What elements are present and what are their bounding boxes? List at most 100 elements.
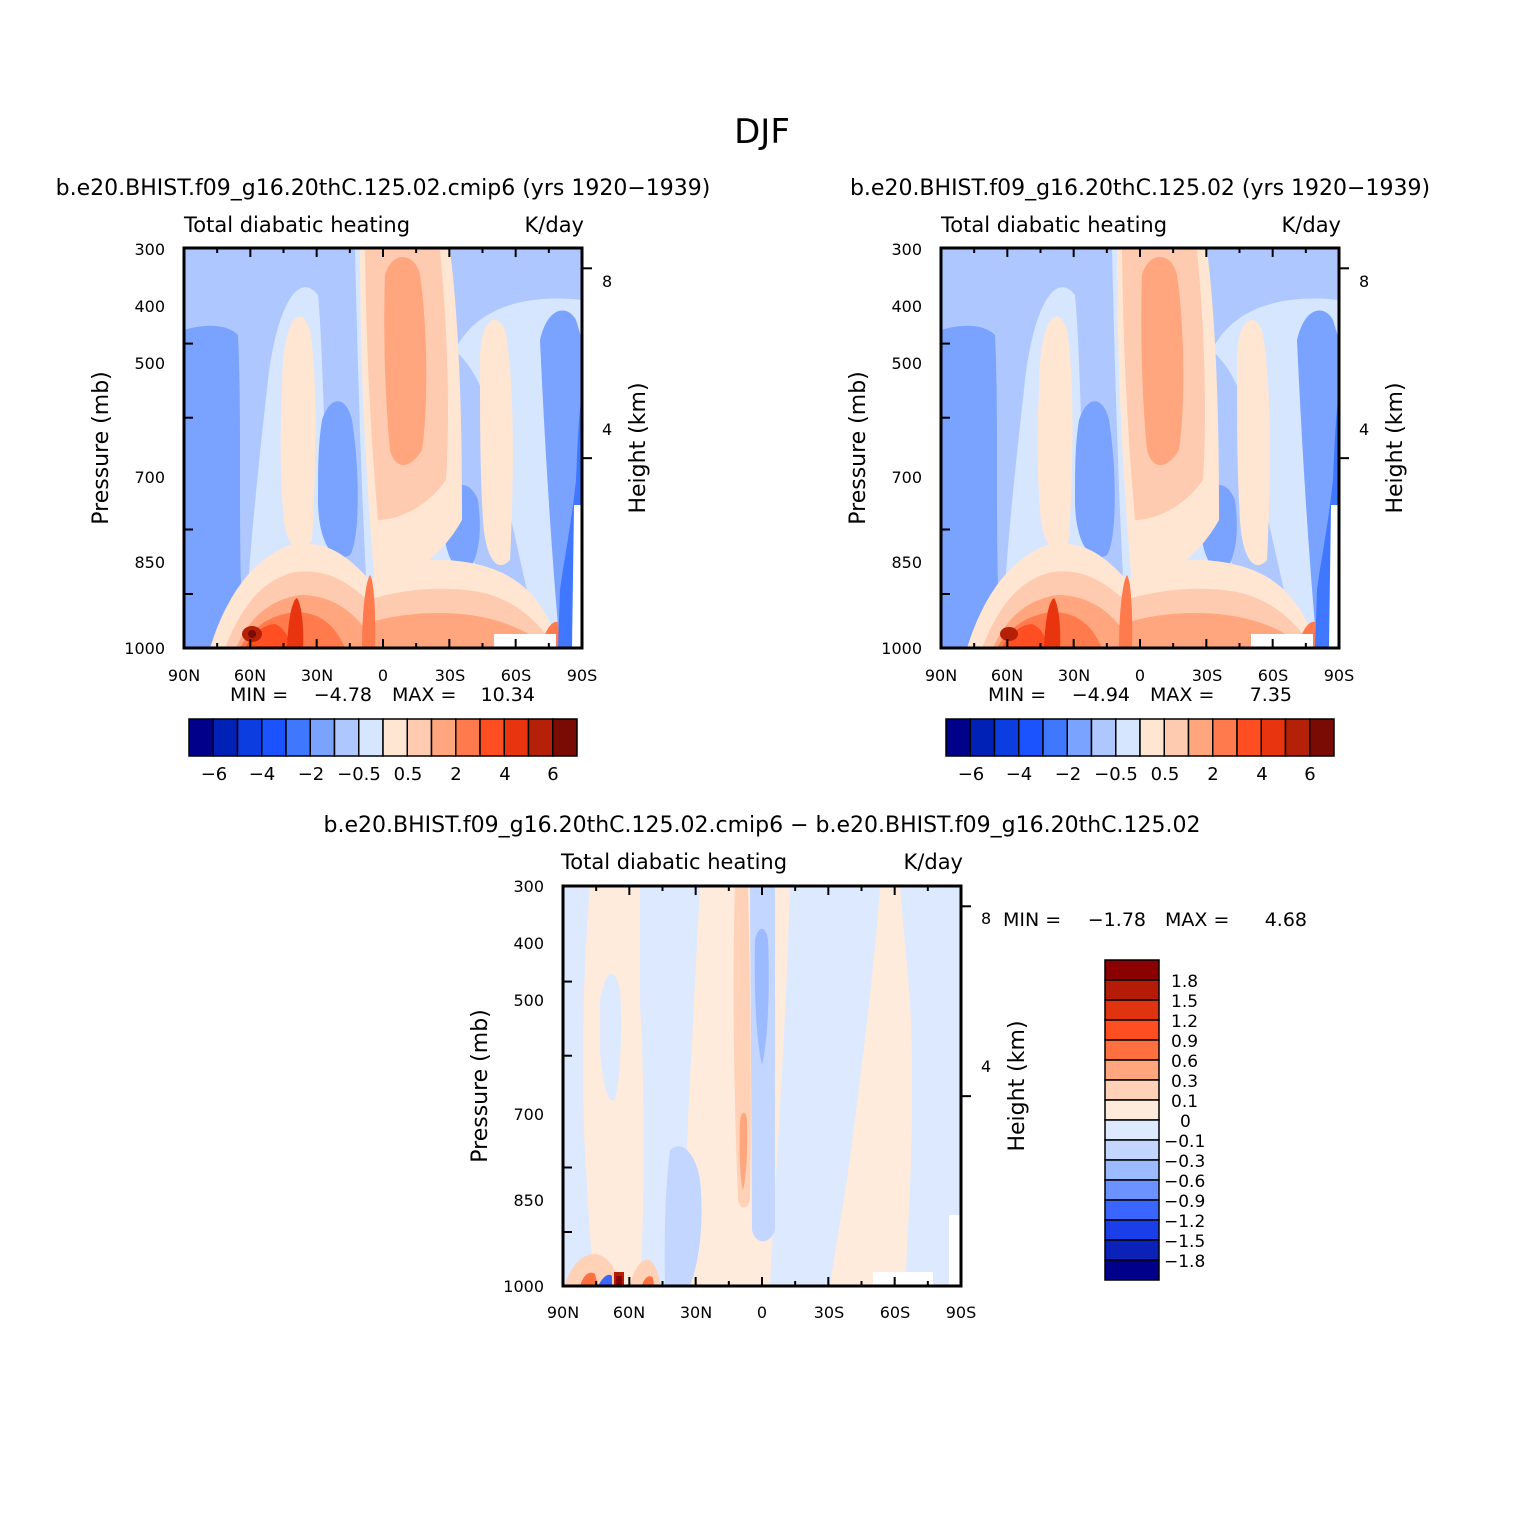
panel-2-y-tick: 400 — [891, 297, 922, 316]
panel-3-x-tick: 90S — [946, 1303, 977, 1322]
panel-1-x-tick: 30N — [301, 666, 333, 685]
colorbar-box — [430, 718, 457, 757]
panel-2-max-value: 7.35 — [1250, 684, 1292, 706]
colorbar-box — [1104, 1079, 1160, 1101]
colorbar-box — [261, 718, 287, 757]
panel-2-colorbar-label: −6 — [958, 764, 985, 785]
panel-2-colorbar-label: −4 — [1006, 764, 1033, 785]
colorbar-box — [1018, 718, 1044, 757]
panel-2-x-tick: 30N — [1058, 666, 1090, 685]
panel-3-colorbar-label: −0.3 — [1164, 1152, 1205, 1172]
panel-3-colorbar-label: 1.2 — [1171, 1012, 1198, 1032]
panel-2-y-tick: 300 — [891, 240, 922, 259]
panel-2-y-tick: 1000 — [881, 639, 922, 658]
panel-2-contour-field — [941, 248, 1339, 648]
panel-3-title: b.e20.BHIST.f09_g16.20thC.125.02.cmip6 −… — [324, 813, 1201, 838]
colorbar-box — [455, 718, 481, 757]
panel-1-y-tick: 850 — [134, 553, 165, 572]
panel-2-colorbar-label: 6 — [1304, 764, 1315, 785]
panel-3-y-tick: 1000 — [503, 1277, 544, 1296]
panel-3-colorbar-label: 0.3 — [1171, 1072, 1198, 1092]
panel-3-y-tick: 500 — [513, 991, 544, 1010]
panel-2-x-tick: 60N — [991, 666, 1023, 685]
panel-2-colorbar-label: 2 — [1207, 764, 1218, 785]
panel-2-y-right-tick: 8 — [1359, 272, 1369, 291]
panel-2-left-subtitle: Total diabatic heating — [940, 213, 1167, 237]
panel-2: b.e20.BHIST.f09_g16.20thC.125.02 (yrs 19… — [846, 176, 1430, 785]
colorbar-box — [1090, 718, 1117, 757]
panel-2-right-subtitle: K/day — [1282, 213, 1341, 237]
panel-3-colorbar-label: −0.1 — [1164, 1132, 1205, 1152]
colorbar-box — [1104, 999, 1160, 1021]
panel-1-left-subtitle: Total diabatic heating — [183, 213, 410, 237]
panel-3-colorbar-label: −1.8 — [1164, 1252, 1205, 1272]
panel-3-colorbar-label: −0.9 — [1164, 1192, 1205, 1212]
panel-3-colorbar-label: −1.5 — [1164, 1232, 1205, 1252]
panel-1-colorbar-label: −4 — [249, 764, 276, 785]
panel-3: b.e20.BHIST.f09_g16.20thC.125.02.cmip6 −… — [324, 813, 1307, 1322]
colorbar-box — [212, 718, 239, 757]
panel-1-ylabel-right: Height (km) — [626, 382, 651, 513]
panel-1-colorbar-label: −6 — [201, 764, 228, 785]
colorbar-box — [1104, 1119, 1160, 1141]
panel-2-colorbar-label: 0.5 — [1151, 764, 1180, 785]
panel-3-x-tick: 90N — [547, 1303, 579, 1322]
colorbar-box — [479, 718, 505, 757]
panel-1-y-tick: 300 — [134, 240, 165, 259]
colorbar-box — [1104, 1239, 1160, 1261]
panel-2-y-right-tick: 4 — [1359, 420, 1369, 439]
panel-3-colorbar-label: 0.1 — [1171, 1092, 1198, 1112]
colorbar-box — [945, 718, 971, 757]
panel-3-y-right-tick: 8 — [981, 909, 991, 928]
panel-1-x-tick: 0 — [378, 666, 388, 685]
colorbar-box — [1139, 718, 1165, 757]
panel-3-min-label: MIN = — [1003, 909, 1061, 931]
colorbar-box — [1104, 1259, 1160, 1281]
colorbar-box — [1104, 1099, 1160, 1121]
panel-1-y-right-tick: 8 — [602, 272, 612, 291]
panel-1: b.e20.BHIST.f09_g16.20thC.125.02.cmip6 (… — [56, 176, 711, 785]
panel-1-x-tick: 90N — [168, 666, 200, 685]
panel-3-max-value: 4.68 — [1265, 909, 1307, 931]
colorbar-box — [1104, 1199, 1160, 1221]
panel-2-x-tick: 90S — [1324, 666, 1355, 685]
panel-2-max-label: MAX = — [1150, 684, 1214, 706]
panel-2-x-tick: 0 — [1135, 666, 1145, 685]
panel-3-ylabel: Pressure (mb) — [468, 1009, 493, 1163]
colorbar-box — [358, 718, 384, 757]
panel-3-y-right-tick: 4 — [981, 1057, 991, 1076]
colorbar-box — [503, 718, 530, 757]
panel-3-colorbar-label: −0.6 — [1164, 1172, 1205, 1192]
panel-1-contour-field — [184, 248, 582, 648]
panel-3-x-tick: 60N — [613, 1303, 645, 1322]
panel-2-colorbar-label: 4 — [1256, 764, 1267, 785]
panel-3-colorbar-label: 0.6 — [1171, 1052, 1198, 1072]
panel-2-x-tick: 30S — [1192, 666, 1223, 685]
colorbar-box — [285, 718, 311, 757]
panel-1-min-value: −4.78 — [314, 684, 372, 706]
panel-3-y-tick: 700 — [513, 1105, 544, 1124]
panel-1-colorbar-label: 0.5 — [394, 764, 423, 785]
colorbar-box — [1104, 959, 1160, 981]
panel-2-min-value: −4.94 — [1072, 684, 1130, 706]
panel-3-min-value: −1.78 — [1088, 909, 1146, 931]
panel-3-colorbar-label: 0.9 — [1171, 1032, 1198, 1052]
panel-3-y-tick: 850 — [513, 1191, 544, 1210]
colorbar-box — [1284, 718, 1311, 757]
colorbar-box — [1187, 718, 1214, 757]
panel-2-x-tick: 90N — [925, 666, 957, 685]
colorbar-box — [188, 718, 214, 757]
panel-1-y-tick: 500 — [134, 354, 165, 373]
colorbar-box — [1212, 718, 1238, 757]
panel-1-min-label: MIN = — [230, 684, 288, 706]
panel-1-right-subtitle: K/day — [525, 213, 584, 237]
panel-1-y-tick: 700 — [134, 468, 165, 487]
panel-3-y-tick: 300 — [513, 877, 544, 896]
colorbar-box — [1104, 1139, 1160, 1161]
panel-3-right-subtitle: K/day — [904, 850, 963, 874]
panel-2-y-tick: 500 — [891, 354, 922, 373]
colorbar-box — [382, 718, 408, 757]
panel-2-x-tick: 60S — [1258, 666, 1289, 685]
